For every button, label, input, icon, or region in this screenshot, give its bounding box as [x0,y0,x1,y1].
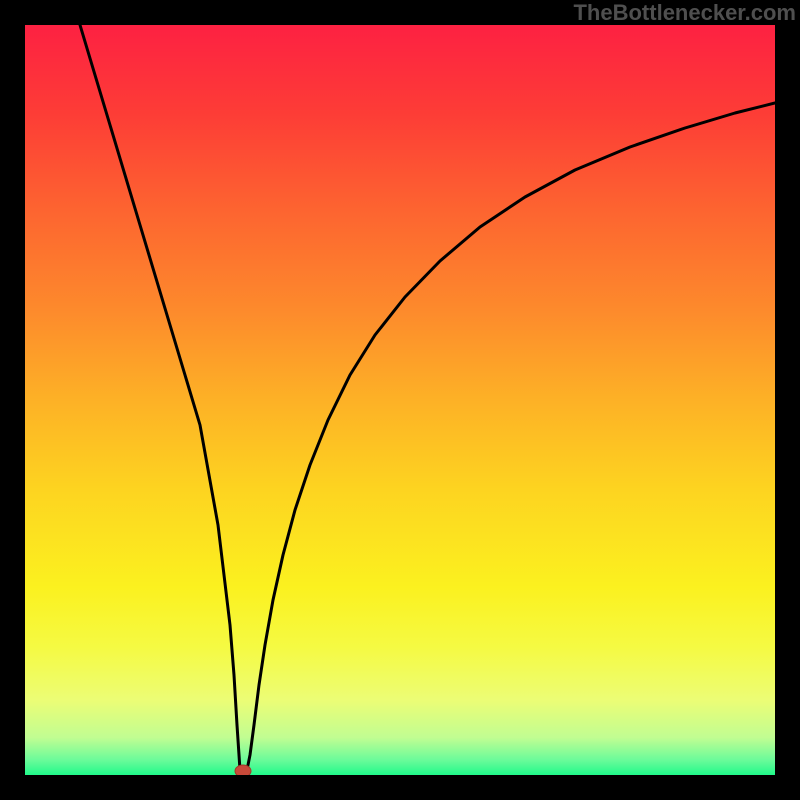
valley-marker [235,765,251,775]
corner-bottom-left [0,775,25,800]
corner-bottom-right [775,775,800,800]
bottleneck-curve [25,25,775,775]
watermark-text: TheBottlenecker.com [573,0,796,26]
curve-right-segment [247,103,775,770]
corner-top-left [0,0,25,25]
plot-area [25,25,775,775]
curve-left-segment [80,25,240,770]
